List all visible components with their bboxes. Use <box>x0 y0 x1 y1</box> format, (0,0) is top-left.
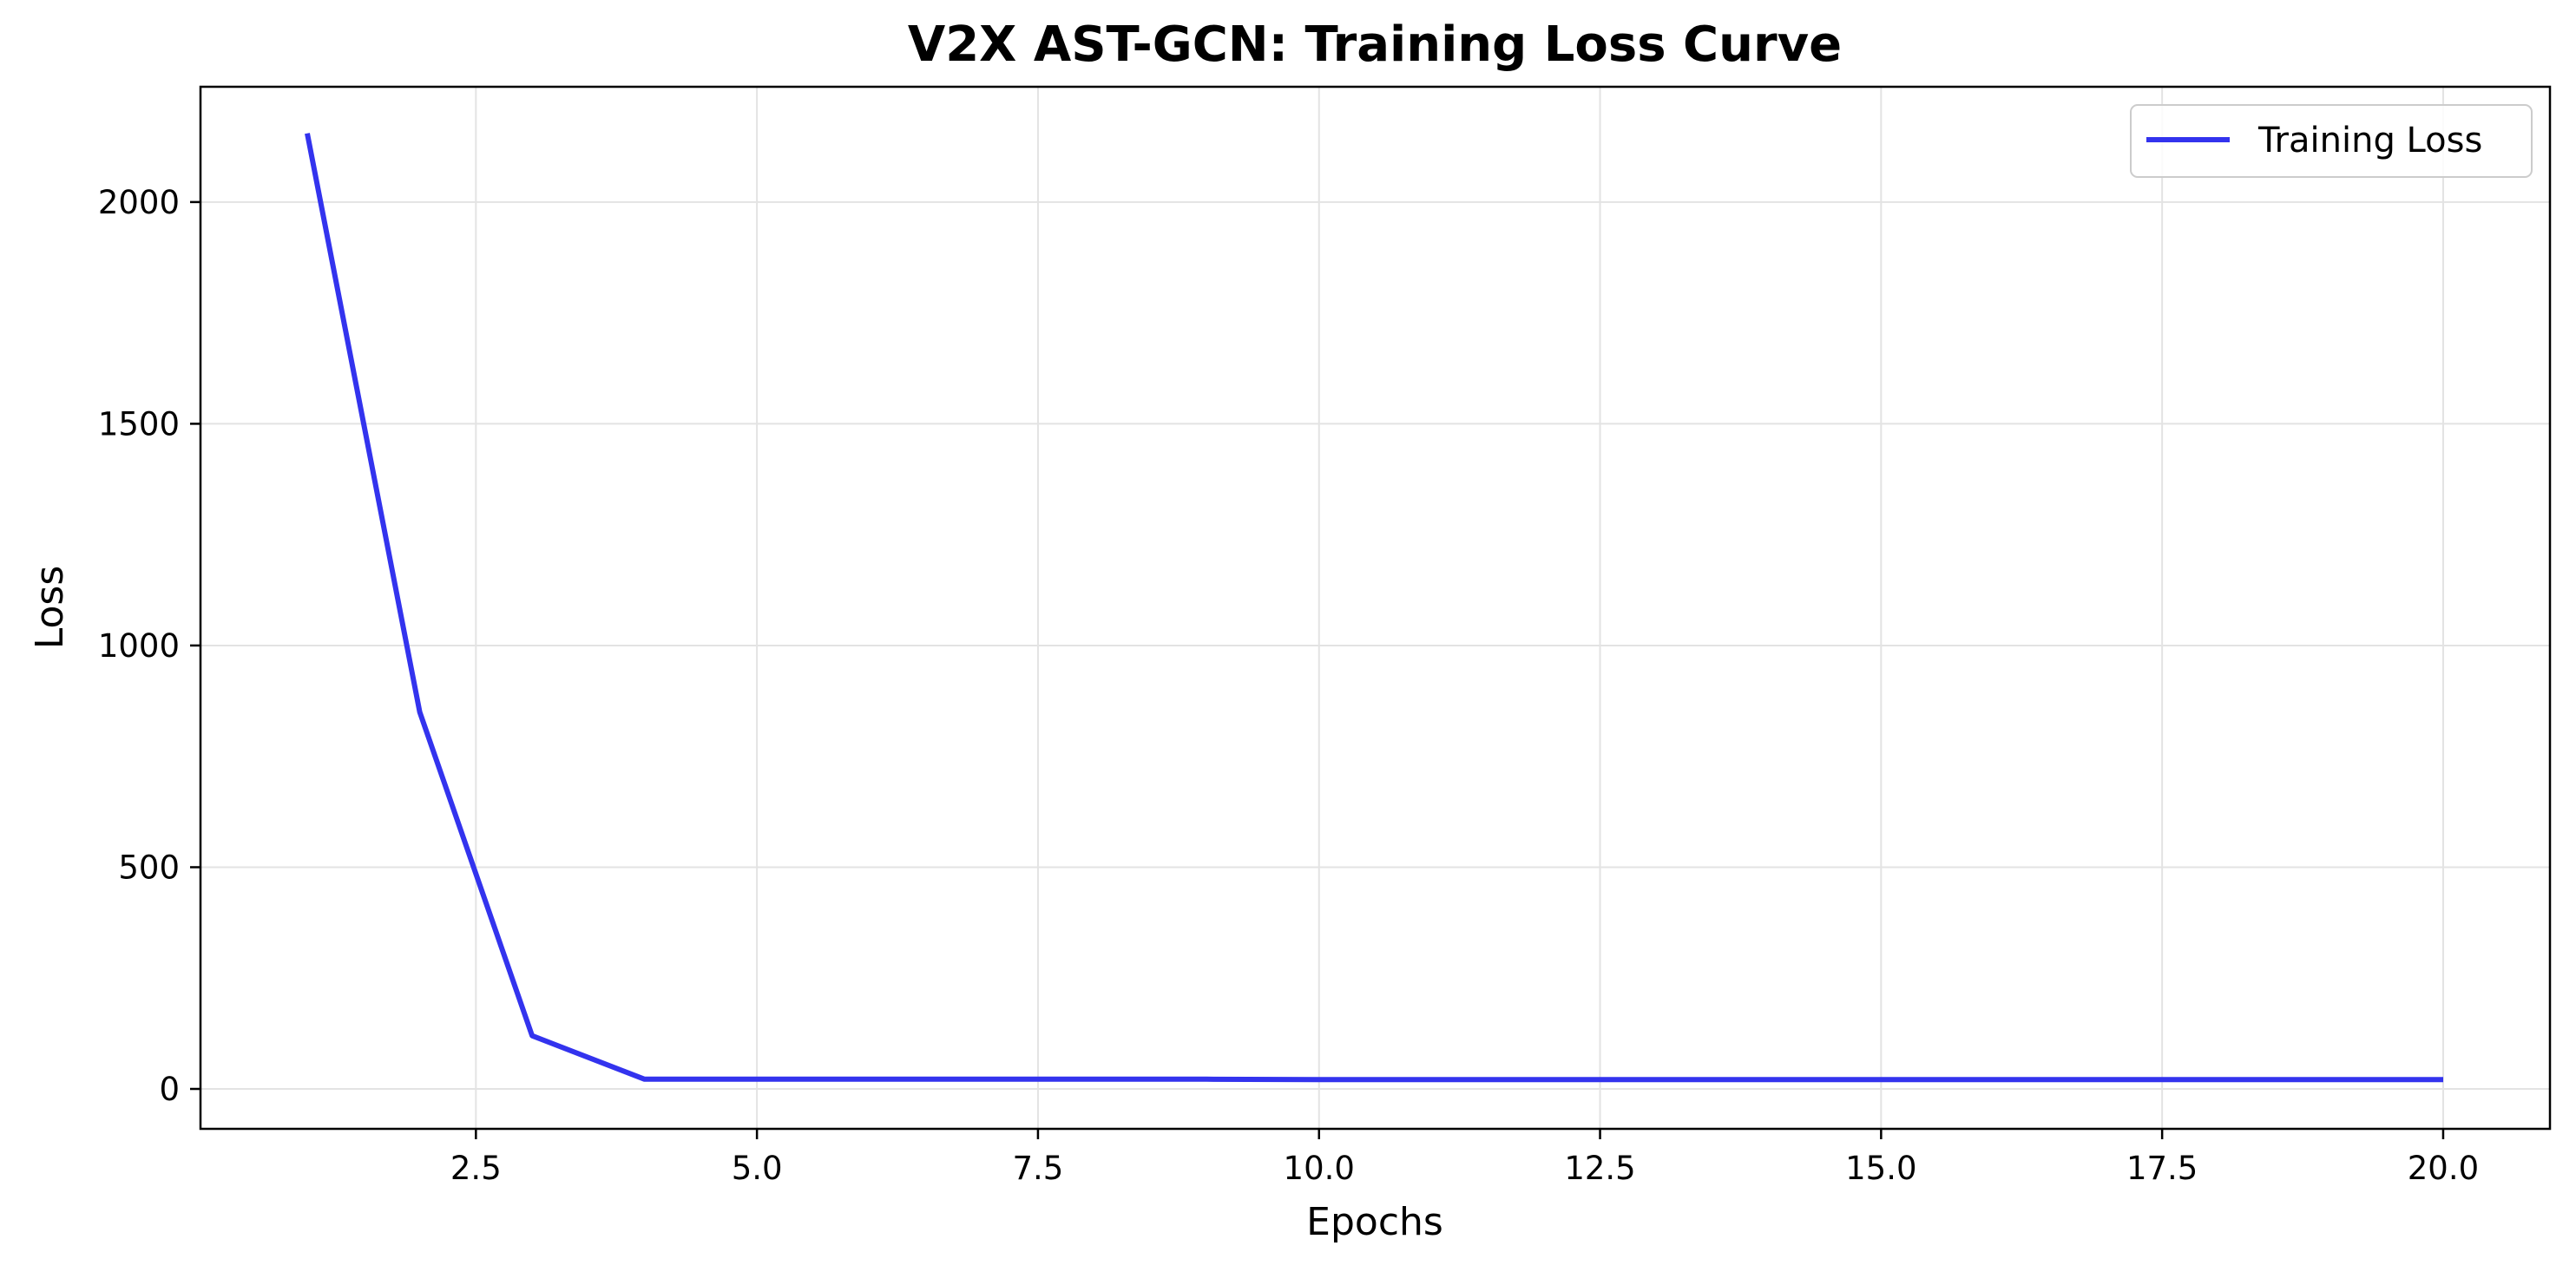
series-line <box>305 133 2443 1083</box>
x-tick-label: 2.5 <box>450 1150 502 1187</box>
x-tick-label: 15.0 <box>1845 1150 1916 1187</box>
x-tick-label: 5.0 <box>732 1150 783 1187</box>
x-tick-label: 17.5 <box>2126 1150 2198 1187</box>
y-tick-label: 1500 <box>98 405 180 443</box>
grid <box>200 87 2550 1129</box>
x-tick-label: 20.0 <box>2408 1150 2479 1187</box>
x-tick-label: 7.5 <box>1013 1150 1064 1187</box>
y-tick-label: 0 <box>159 1071 180 1108</box>
chart-title: V2X AST-GCN: Training Loss Curve <box>908 16 1842 73</box>
x-tick-label: 10.0 <box>1284 1150 1355 1187</box>
legend: Training Loss <box>2130 104 2533 178</box>
y-tick-label: 1000 <box>98 627 180 665</box>
series-layer <box>305 133 2443 1083</box>
axis-ticks: 2.5 5.0 7.5 10.0 12.5 15.0 17.5 20.0 0 500 1000 150… <box>98 184 2479 1187</box>
y-tick-label: 500 <box>118 849 180 886</box>
y-axis-label: Loss <box>28 566 72 650</box>
plot-frame <box>199 85 2552 1131</box>
x-axis-label: Epochs <box>1306 1200 1443 1244</box>
y-tick-label: 2000 <box>98 184 180 221</box>
legend-box <box>2130 104 2533 178</box>
legend-label: Training Loss <box>2257 121 2482 161</box>
x-tick-label: 12.5 <box>1564 1150 1635 1187</box>
